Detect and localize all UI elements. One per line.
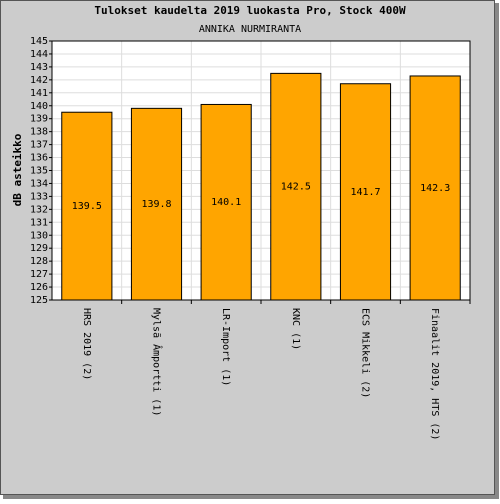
y-tick-label: 138 — [30, 127, 48, 138]
y-tick-label: 130 — [30, 230, 48, 241]
y-tick-label: 143 — [30, 62, 48, 73]
y-tick-label: 133 — [30, 191, 48, 202]
y-tick-label: 127 — [30, 269, 48, 280]
y-tick-label: 137 — [30, 140, 48, 151]
y-tick-label: 142 — [30, 75, 48, 86]
y-axis-label: dB asteikko — [11, 133, 24, 206]
data-label: 142.5 — [281, 182, 311, 193]
data-label: 139.8 — [141, 199, 171, 210]
plot-border — [51, 40, 471, 301]
x-tick-label: ECS Mikkeli (2) — [360, 308, 371, 398]
data-label: 142.3 — [420, 183, 450, 194]
data-label: 139.5 — [72, 201, 102, 212]
data-label: 140.1 — [211, 197, 241, 208]
x-tick-label: HRS 2019 (2) — [81, 308, 92, 380]
x-tick-label: Mylsã Âmportti (1) — [151, 308, 164, 416]
y-tick-label: 132 — [30, 204, 48, 215]
bar — [339, 83, 392, 301]
bar — [270, 72, 322, 301]
y-tick-label: 140 — [30, 101, 48, 112]
y-tick-label: 125 — [30, 295, 48, 306]
x-tick-label: KNC (1) — [290, 308, 301, 350]
y-tick-label: 145 — [30, 36, 48, 47]
x-tick-label: LR-Import (1) — [220, 308, 231, 386]
y-tick-label: 136 — [30, 153, 48, 164]
bar — [61, 111, 113, 301]
bar — [200, 103, 252, 301]
y-tick-label: 135 — [30, 166, 48, 177]
y-tick-label: 128 — [30, 256, 48, 267]
y-tick-label: 126 — [30, 282, 48, 293]
bar — [130, 107, 183, 301]
data-label: 141.7 — [350, 187, 380, 198]
chart-subtitle: ANNIKA NURMIRANTA — [199, 24, 301, 35]
y-tick-label: 141 — [30, 88, 48, 99]
y-tick-label: 144 — [30, 49, 48, 60]
x-tick-label: Finaalit 2019, HTS (2) — [429, 308, 440, 440]
y-tick-label: 139 — [30, 114, 48, 125]
y-tick-label: 131 — [30, 217, 48, 228]
chart-title: Tulokset kaudelta 2019 luokasta Pro, Sto… — [94, 4, 406, 17]
y-tick-label: 134 — [30, 178, 48, 189]
bar — [409, 75, 461, 301]
y-tick-label: 129 — [30, 243, 48, 254]
